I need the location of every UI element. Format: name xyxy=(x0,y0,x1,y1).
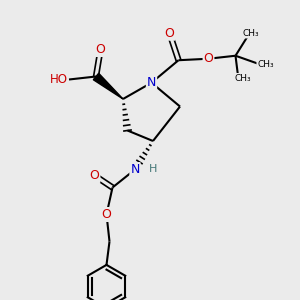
Text: O: O xyxy=(165,27,174,40)
Text: O: O xyxy=(204,52,213,65)
Text: CH₃: CH₃ xyxy=(242,29,259,38)
Text: N: N xyxy=(147,76,156,89)
Text: O: O xyxy=(102,208,111,221)
Polygon shape xyxy=(93,73,123,99)
Text: CH₃: CH₃ xyxy=(257,60,274,69)
Text: H: H xyxy=(148,164,157,175)
Text: O: O xyxy=(90,169,99,182)
Text: CH₃: CH₃ xyxy=(235,74,251,83)
Text: HO: HO xyxy=(50,73,68,86)
Text: O: O xyxy=(96,43,105,56)
Text: N: N xyxy=(130,163,140,176)
